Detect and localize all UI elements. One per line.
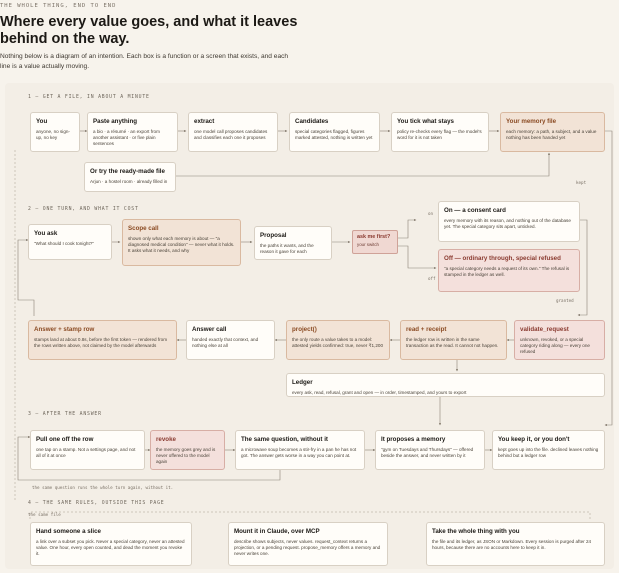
toggle-body: your switch (357, 242, 379, 247)
node-ledger[interactable]: Ledger every ask, read, refusal, grant a… (286, 373, 605, 397)
node-body: stamps land at about 0.8s, before the fi… (34, 337, 168, 348)
node-body: the file and its ledger, as JSON or Mark… (432, 539, 592, 550)
node-title: On — a consent card (444, 207, 506, 214)
node-body: the memory goes grey and is never offere… (156, 447, 216, 464)
node-title: revoke (156, 436, 176, 443)
section-label-one-turn: 2 — ONE TURN, AND WHAT IT COST (28, 207, 139, 212)
node-take-whole-thing[interactable]: Take the whole thing with you the file a… (426, 522, 605, 566)
node-project[interactable]: project() the only route a value takes t… (286, 320, 390, 360)
node-title: Your memory file (506, 118, 557, 125)
page-eyebrow: THE WHOLE THING, END TO END (0, 3, 117, 9)
node-proposal[interactable]: Proposal the paths it wants, and the rea… (254, 226, 332, 260)
node-pull-off-row[interactable]: Pull one off the row one tap on a stamp.… (30, 430, 145, 470)
node-candidates[interactable]: Candidates special categories flagged, f… (289, 112, 380, 152)
same-file-label: the same file (28, 512, 61, 517)
node-answer-call[interactable]: Answer call handed exactly that context,… (186, 320, 275, 360)
node-body: the only route a value takes to a model:… (292, 337, 384, 348)
node-title: Mount it in Claude, over MCP (234, 528, 320, 535)
node-title: Candidates (295, 118, 329, 125)
node-body: policy re-checks every flag — the model'… (397, 129, 482, 140)
kept-label: kept (576, 180, 587, 185)
node-body: one model call proposes candidates and c… (194, 129, 268, 140)
section-label-after-answer: 3 — AFTER THE ANSWER (28, 412, 102, 417)
node-body: describe shows subjects, never values. r… (234, 539, 381, 556)
node-tick-what-stays[interactable]: You tick what stays policy re-checks eve… (391, 112, 489, 152)
section-label-same-rules: 4 — THE SAME RULES, OUTSIDE THIS PAGE (28, 501, 165, 506)
node-title: Scope call (128, 225, 159, 232)
node-title: The same question, without it (241, 436, 328, 443)
node-you-ask[interactable]: You ask "What should I cook tonight?" (28, 224, 112, 260)
node-ready-made-file[interactable]: Or try the ready-made file Arjun · a hos… (84, 162, 176, 192)
node-extract[interactable]: extract one model call proposes candidat… (188, 112, 278, 152)
node-same-question[interactable]: The same question, without it a microwav… (235, 430, 365, 470)
on-branch-label: on (428, 211, 434, 216)
node-body: a microwave soup becomes a stir-fry in a… (241, 447, 357, 458)
node-special-refused[interactable]: Off — ordinary through, special refused … (438, 249, 580, 292)
node-body: "gym on Tuesdays and Thursdays" — offere… (381, 447, 474, 458)
node-title: It proposes a memory (381, 436, 446, 443)
node-title: You ask (34, 230, 58, 237)
node-title: Answer + stamp row (34, 326, 95, 333)
page-lede: Nothing below is a diagram of an intenti… (0, 53, 289, 70)
node-body: "a special category needs a request of i… (444, 266, 570, 277)
node-body: the ledger row is written in the same tr… (406, 337, 499, 348)
node-title: read + receipt (406, 326, 447, 333)
node-title: Pull one off the row (36, 436, 94, 443)
off-branch-label: off (428, 276, 436, 281)
node-body: every ask, read, refusal, grant and open… (292, 390, 467, 395)
node-title: extract (194, 118, 215, 125)
ask-me-first-toggle[interactable]: ask me first? your switch (352, 230, 398, 254)
node-title: You (36, 118, 48, 125)
node-answer-stamp-row[interactable]: Answer + stamp row stamps land at about … (28, 320, 177, 360)
node-title: validate_request (520, 326, 569, 333)
node-body: handed exactly that context, and nothing… (192, 337, 259, 348)
node-body: special categories flagged, figures mark… (295, 129, 373, 140)
node-you[interactable]: You anyone, no sign-up, no key (30, 112, 80, 152)
node-body: anyone, no sign-up, no key (36, 129, 70, 140)
node-body: Arjun · a hostel room · already filled i… (90, 179, 168, 184)
node-mount-mcp[interactable]: Mount it in Claude, over MCP describe sh… (228, 522, 388, 566)
node-hand-slice[interactable]: Hand someone a slice a link over a subse… (30, 522, 192, 566)
node-title: Off — ordinary through, special refused (444, 255, 561, 262)
node-scope-call[interactable]: Scope call shown only what each memory i… (122, 219, 241, 266)
node-body: a link over a subset you pick. Never a s… (36, 539, 185, 556)
node-memory-file[interactable]: Your memory file each memory: a path, a … (500, 112, 605, 152)
node-title: Or try the ready-made file (90, 168, 165, 175)
node-title: Answer call (192, 326, 227, 333)
node-title: You tick what stays (397, 118, 454, 125)
node-body: "What should I cook tonight?" (34, 241, 94, 246)
node-validate-request[interactable]: validate_request unknown, revoked, or a … (514, 320, 605, 360)
rerun-note: the same question runs the whole turn ag… (32, 485, 174, 490)
node-body: unknown, revoked, or a special category … (520, 337, 590, 354)
node-proposes-memory[interactable]: It proposes a memory "gym on Tuesdays an… (375, 430, 485, 470)
node-revoke[interactable]: revoke the memory goes grey and is never… (150, 430, 225, 470)
node-body: shown only what each memory is about — "… (128, 236, 235, 253)
node-body: kept goes up into the file. declined lea… (498, 447, 599, 458)
node-body: each memory: a path, a subject, and a va… (506, 129, 597, 140)
node-body: the paths it wants, and the reason it ga… (260, 243, 314, 254)
node-body: one tap on a stamp. Not a settings page,… (36, 447, 136, 458)
node-title: Take the whole thing with you (432, 528, 520, 535)
node-title: project() (292, 326, 317, 333)
node-paste-anything[interactable]: Paste anything a bio · a résumé · an exp… (87, 112, 178, 152)
toggle-title: ask me first? (357, 234, 391, 240)
node-keep-or-not[interactable]: You keep it, or you don't kept goes up i… (492, 430, 605, 470)
node-body: every memory with its reason, and nothin… (444, 218, 571, 229)
node-body: a bio · a résumé · an export from anothe… (93, 129, 160, 146)
page-title: Where every value goes, and what it leav… (0, 14, 298, 47)
section-label-get-file: 1 — GET A FILE, IN ABOUT A MINUTE (28, 95, 150, 100)
node-title: You keep it, or you don't (498, 436, 570, 443)
node-title: Hand someone a slice (36, 528, 101, 535)
node-consent-card[interactable]: On — a consent card every memory with it… (438, 201, 580, 242)
node-title: Paste anything (93, 118, 138, 125)
granted-label: granted (556, 298, 574, 303)
node-read-receipt[interactable]: read + receipt the ledger row is written… (400, 320, 507, 360)
node-title: Ledger (292, 379, 313, 386)
node-title: Proposal (260, 232, 287, 239)
